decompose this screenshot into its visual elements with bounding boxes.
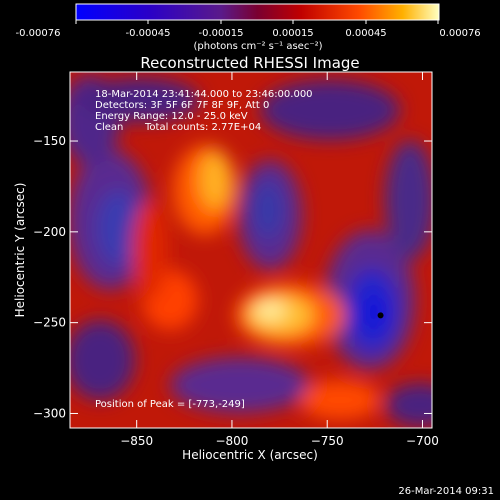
overlay-time-range: 18-Mar-2014 23:41:44.000 to 23:46:00.000	[95, 89, 313, 100]
y-tick-label: −250	[33, 316, 66, 330]
y-axis-label: Heliocentric Y (arcsec)	[13, 183, 27, 318]
colorbar-ticks	[75, 20, 439, 24]
reconstructed-image	[70, 72, 432, 428]
colorbar-unit-label: (photons cm⁻² s⁻¹ asec⁻²)	[193, 41, 322, 52]
colorbar-tick-3: 0.00015	[272, 28, 313, 39]
x-tick-label: −850	[120, 434, 153, 448]
peak-marker	[377, 312, 384, 319]
y-tick-label: −150	[33, 134, 66, 148]
footer-date: 26-Mar-2014 09:31	[398, 486, 494, 497]
colorbar-tick-2: -0.00015	[199, 28, 244, 39]
overlay-detectors: Detectors: 3F 5F 6F 7F 8F 9F, Att 0	[95, 100, 269, 111]
x-tick-label: −800	[215, 434, 248, 448]
x-axis-ticks: −850 −800 −750 −700	[120, 72, 439, 448]
overlay-total-counts: Total counts: 2.77E+04	[144, 122, 261, 133]
overlay-energy-range: Energy Range: 12.0 - 25.0 keV	[95, 111, 248, 122]
overlay-peak-position: Position of Peak = [-773,-249]	[95, 399, 245, 410]
colorbar	[75, 3, 440, 21]
colorbar-tick-4: 0.00045	[345, 28, 386, 39]
plot-title: Reconstructed RHESSI Image	[140, 54, 359, 72]
colorbar-tick-0: -0.00076	[16, 28, 61, 39]
colorbar-tick-1: -0.00045	[126, 28, 171, 39]
y-tick-label: −300	[33, 406, 66, 420]
x-axis-label: Heliocentric X (arcsec)	[182, 448, 318, 462]
overlay-clean: Clean	[95, 122, 123, 133]
colorbar-tick-5: 0.00076	[439, 28, 480, 39]
x-tick-label: −700	[406, 434, 439, 448]
plot-frame	[69, 71, 433, 429]
y-tick-label: −200	[33, 225, 66, 239]
y-axis-ticks: −150 −200 −250 −300	[33, 134, 432, 420]
x-tick-label: −750	[311, 434, 344, 448]
